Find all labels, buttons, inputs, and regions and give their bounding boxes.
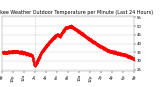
Title: Milwaukee Weather Outdoor Temperature per Minute (Last 24 Hours): Milwaukee Weather Outdoor Temperature pe… bbox=[0, 10, 153, 15]
